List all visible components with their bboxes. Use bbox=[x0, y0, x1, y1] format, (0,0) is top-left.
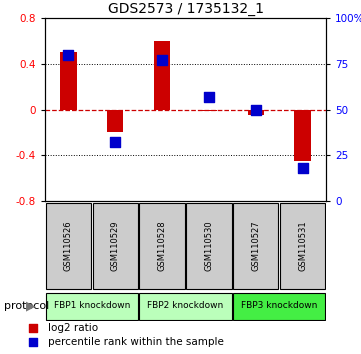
Bar bbox=[60, 52, 77, 109]
Text: percentile rank within the sample: percentile rank within the sample bbox=[48, 337, 224, 347]
Text: GSM110527: GSM110527 bbox=[251, 221, 260, 271]
Bar bbox=[92, 203, 138, 289]
Bar bbox=[139, 203, 185, 289]
Text: FBP1 knockdown: FBP1 knockdown bbox=[54, 301, 130, 310]
Title: GDS2573 / 1735132_1: GDS2573 / 1735132_1 bbox=[108, 1, 264, 16]
Bar bbox=[280, 203, 325, 289]
Point bbox=[159, 57, 165, 63]
Text: GSM110526: GSM110526 bbox=[64, 221, 73, 271]
Point bbox=[206, 94, 212, 99]
Bar bbox=[186, 203, 232, 289]
Bar bbox=[46, 292, 138, 320]
Text: FBP2 knockdown: FBP2 knockdown bbox=[147, 301, 223, 310]
Bar bbox=[233, 292, 325, 320]
Text: log2 ratio: log2 ratio bbox=[48, 323, 98, 333]
Bar bbox=[294, 109, 311, 161]
Bar bbox=[107, 109, 123, 132]
Point bbox=[112, 139, 118, 145]
Text: ▶: ▶ bbox=[26, 299, 35, 313]
Text: FBP3 knockdown: FBP3 knockdown bbox=[241, 301, 317, 310]
Bar bbox=[46, 203, 91, 289]
Bar bbox=[248, 109, 264, 115]
Point bbox=[66, 52, 71, 57]
Bar bbox=[154, 41, 170, 109]
Text: GSM110530: GSM110530 bbox=[204, 221, 213, 271]
Point bbox=[30, 339, 36, 345]
Text: GSM110531: GSM110531 bbox=[298, 221, 307, 271]
Point bbox=[253, 107, 258, 112]
Point bbox=[300, 165, 305, 171]
Text: GSM110529: GSM110529 bbox=[111, 221, 120, 271]
Text: protocol: protocol bbox=[4, 301, 49, 311]
Bar bbox=[233, 203, 278, 289]
Point bbox=[30, 325, 36, 331]
Bar bbox=[201, 109, 217, 111]
Bar bbox=[139, 292, 232, 320]
Text: GSM110528: GSM110528 bbox=[158, 221, 166, 271]
